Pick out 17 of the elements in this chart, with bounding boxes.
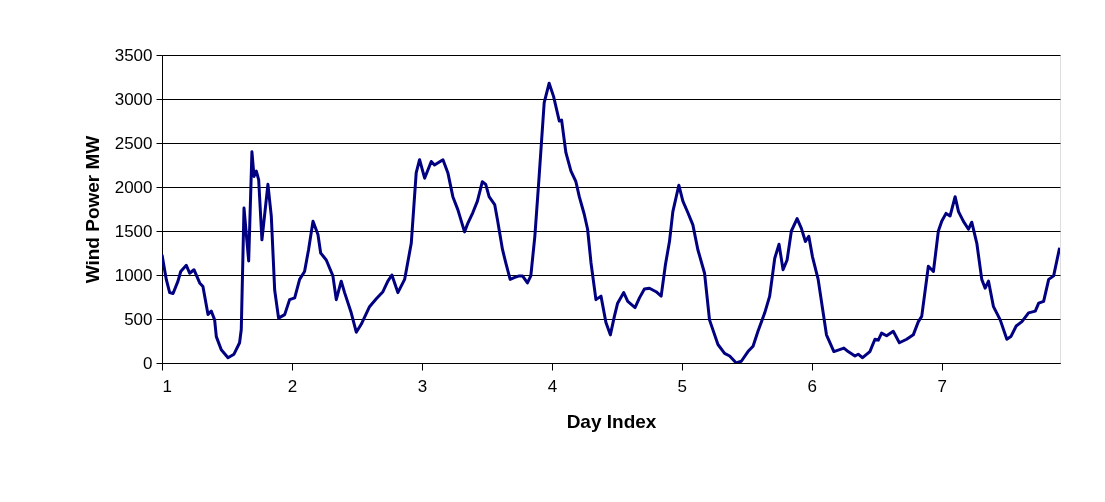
x-tick-label: 4 [547,376,558,396]
x-tick-label: 5 [677,376,688,396]
y-tick-label: 2500 [114,133,153,153]
y-tick-label: 3500 [114,45,153,65]
x-tick-label: 1 [162,376,172,396]
y-tick-label: 1000 [114,265,153,285]
y-tick-label: 2000 [114,177,153,197]
y-axis-title: Wind Power MW [81,135,103,284]
y-tick-label: 3000 [114,89,153,109]
y-tick-label: 500 [124,309,153,329]
y-tick-label: 1500 [114,221,153,241]
x-tick-label: 3 [417,376,428,396]
y-tick-label: 0 [143,353,153,373]
x-tick-label: 2 [287,376,298,396]
x-axis-title: Day Index [566,410,657,432]
x-tick-label: 7 [937,376,947,396]
x-tick-label: 6 [807,376,818,396]
